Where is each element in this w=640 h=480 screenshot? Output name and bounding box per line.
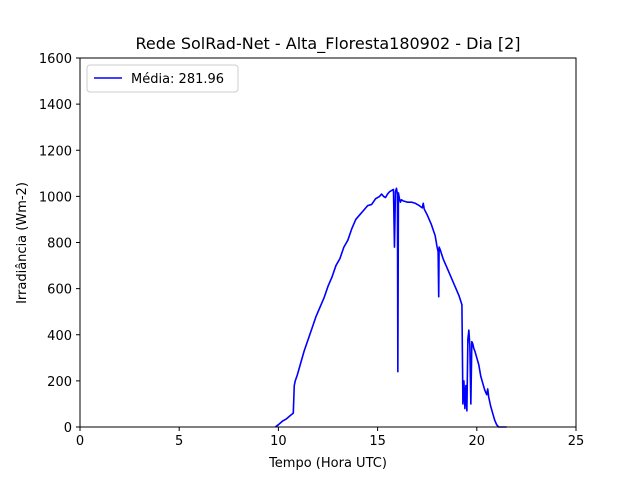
chart-title: Rede SolRad-Net - Alta_Floresta180902 - … [136, 34, 521, 54]
x-tick-label: 5 [175, 434, 183, 449]
x-axis-label: Tempo (Hora UTC) [268, 456, 387, 471]
x-tick-label: 20 [469, 434, 486, 449]
x-tick-label: 10 [270, 434, 287, 449]
series-line-0 [274, 187, 507, 428]
y-tick-label: 400 [47, 329, 72, 344]
legend: Média: 281.96 [86, 64, 239, 93]
x-tick-label: 15 [369, 434, 386, 449]
plot-area: 0 5 10 15 20 25 0 200 400 600 800 1000 1200 1400 1600 M… [39, 52, 584, 449]
y-tick-label: 0 [64, 421, 72, 436]
y-axis-label: Irradiância (Wm-2) [15, 182, 30, 304]
x-tick-label: 25 [568, 434, 585, 449]
legend-box [86, 64, 239, 93]
y-tick-label: 1200 [39, 144, 72, 159]
y-tick-label: 800 [47, 237, 72, 252]
y-tick-label: 1400 [39, 98, 72, 113]
y-tick-label: 1600 [39, 52, 72, 67]
y-tick-label: 1000 [39, 190, 72, 205]
legend-label: Média: 281.96 [131, 72, 224, 87]
y-tick-label: 600 [47, 283, 72, 298]
x-tick-label: 0 [76, 434, 84, 449]
y-tick-label: 200 [47, 375, 72, 390]
